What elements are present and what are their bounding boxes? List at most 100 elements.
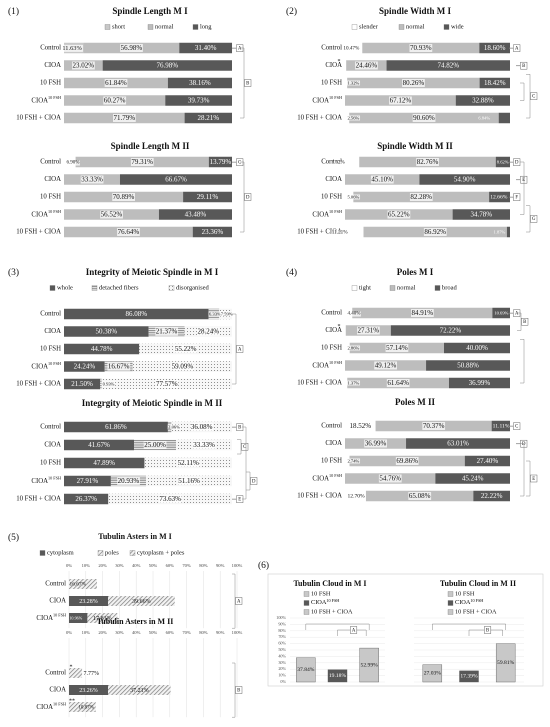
data-label: 10.47% [343, 46, 360, 52]
data-label: 6.33% [209, 311, 221, 316]
axis-tick-label: 90% [278, 621, 286, 626]
data-label: 72.22% [440, 327, 462, 335]
chart-title: Integrgity of Meiotic Spindle in M II [82, 398, 223, 408]
data-label: 8.62% [332, 161, 345, 166]
data-label: 76.98% [157, 62, 179, 70]
axis-tick-label: 30% [115, 563, 124, 568]
panel-number: (3) [8, 267, 19, 278]
axis-tick-label: 50% [149, 563, 158, 568]
data-label: 50.38% [96, 328, 118, 336]
category-label: 10 FSH + CIOA [297, 115, 342, 122]
data-label: 50.88% [457, 362, 479, 370]
legend-swatch [50, 286, 55, 291]
data-label: 33.33% [193, 441, 215, 449]
data-label: 36.08% [191, 423, 213, 431]
significance-letter: A [238, 347, 242, 352]
category-label: CIOA [49, 598, 66, 605]
bar-segment [345, 157, 359, 168]
axis-tick-label: 40% [132, 630, 141, 635]
category-label: 10 FSH + CIOA [16, 229, 61, 236]
significance-letter: B [237, 688, 240, 693]
data-label: 37.84% [297, 667, 315, 673]
data-label: 39.73% [188, 97, 210, 105]
legend-label: 10 FSH + CIOA [311, 608, 353, 615]
data-label: 54.90% [454, 176, 476, 184]
significance-letter: B [523, 320, 526, 325]
category-label: CIOA10 FSH [36, 613, 66, 622]
chart-title: Poles M I [397, 267, 434, 277]
data-label: 23.36% [202, 228, 224, 236]
data-label: 2.06% [168, 424, 180, 429]
category-label: CIOA10 FSH [31, 361, 61, 370]
legend-label: cytoplasm + poles [137, 549, 185, 556]
data-label: 52.11% [178, 459, 199, 467]
significance-letter: B [486, 628, 489, 633]
legend-label: detached fibers [99, 284, 139, 291]
axis-tick-label: 60% [278, 641, 286, 646]
data-label: 24.46% [356, 62, 378, 70]
category-label: Control [40, 45, 61, 52]
significance-letter: C [532, 94, 535, 99]
significance-bracket [237, 440, 241, 454]
legend-label: normal [406, 23, 425, 30]
data-label: 16.67% [108, 363, 130, 371]
legend-swatch [304, 610, 309, 615]
data-label: 55.22% [175, 345, 197, 353]
significance-bracket [232, 574, 235, 628]
data-label: 36.99% [469, 379, 491, 387]
data-label: 5.06% [347, 194, 359, 199]
axis-tick-label: 0% [66, 630, 72, 635]
bar-segment [345, 325, 346, 336]
legend-label: 10 FSH [455, 590, 475, 597]
data-label: 28.24% [197, 328, 219, 336]
data-label: 27.91% [77, 477, 99, 485]
category-label: CIOA [44, 62, 61, 69]
category-label: CIOA10 FSH [31, 476, 61, 485]
category-label: Control [321, 310, 342, 317]
data-label: 1.87% [494, 229, 506, 234]
significance-bracket [520, 339, 524, 383]
significance-star: * [338, 324, 341, 330]
data-label: 17.39% [460, 674, 478, 680]
data-label: 19.18% [329, 673, 347, 679]
legend-swatch [352, 286, 357, 291]
category-label: 10 FSH + CIOA [16, 496, 61, 503]
data-label: 59.09% [172, 363, 194, 371]
data-label: 66.67% [165, 176, 187, 184]
legend-swatch [444, 25, 449, 30]
axis-tick-label: 100% [232, 630, 243, 635]
data-label: 54.76% [379, 475, 401, 483]
data-label: 7.59% [221, 311, 233, 316]
data-label: 57.14% [386, 344, 408, 352]
chart-title: Tubulin Cloud in M I [293, 579, 366, 588]
legend-label: poles [105, 549, 119, 556]
legend-swatch [435, 286, 440, 291]
category-label: CIOA [44, 328, 61, 335]
axis-tick-label: 30% [115, 630, 124, 635]
data-label: 10.69% [494, 310, 508, 315]
data-label: 70.37% [423, 422, 445, 430]
category-label: CIOA10 FSH [31, 209, 61, 218]
panel-number: (4) [286, 267, 297, 278]
significance-letter: A [515, 46, 519, 51]
category-label: 10 FSH + CIOA [16, 115, 61, 122]
legend-swatch [304, 592, 309, 597]
panel-number: (2) [286, 6, 297, 17]
axis-tick-label: 70% [182, 563, 191, 568]
data-label: 18.42% [484, 79, 506, 87]
axis-tick-label: 60% [166, 563, 175, 568]
data-label: 2.56% [347, 115, 359, 120]
significance-bracket [526, 74, 530, 118]
data-label: 74.82% [437, 62, 459, 70]
axis-tick-label: 100% [232, 563, 243, 568]
legend-swatch [193, 25, 198, 30]
axis-tick-label: 10% [82, 630, 91, 635]
significance-letter: F [515, 195, 518, 200]
data-label: 63.01% [447, 440, 469, 448]
category-label: CIOA [49, 687, 66, 694]
data-label: 61.64% [387, 379, 409, 387]
axis-tick-label: 20% [98, 563, 107, 568]
legend-swatch [105, 25, 110, 30]
